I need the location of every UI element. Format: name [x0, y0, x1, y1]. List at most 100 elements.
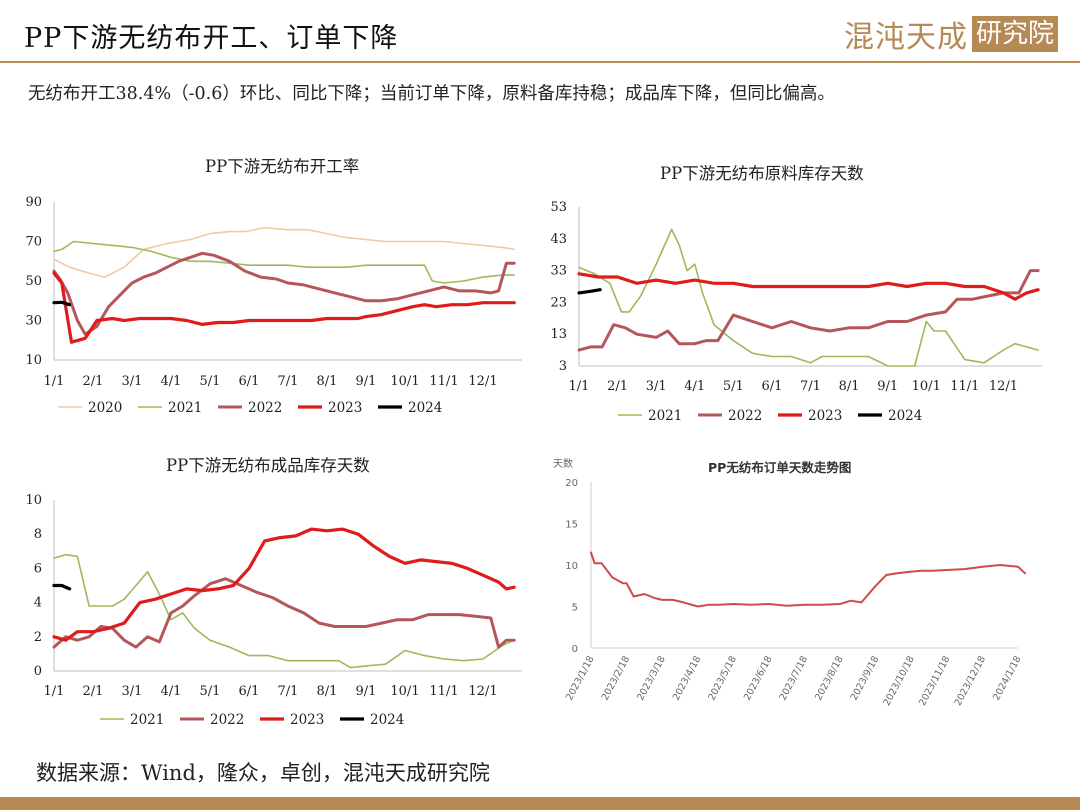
series-line-2024 [52, 300, 72, 307]
x-tick-label: 1/1 [44, 684, 65, 699]
x-tick-label: 7/1 [278, 374, 299, 389]
data-source-note: 数据来源：Wind，隆众，卓创，混沌天成研究院 [36, 761, 490, 785]
y-tick-label: 23 [550, 295, 567, 310]
series-line-2022 [577, 269, 1040, 352]
y-tick-label: 13 [550, 327, 567, 342]
chart-title: PP无纺布订单天数走势图 [708, 460, 851, 475]
y-tick-label: 0 [572, 644, 578, 655]
legend-label-2022: 2022 [210, 712, 244, 728]
y-tick-label: 2 [34, 630, 42, 645]
x-tick-label: 3/1 [122, 684, 143, 699]
series-line-2023 [52, 527, 516, 642]
y-tick-label: 0 [34, 664, 42, 679]
x-tick-label: 3/1 [122, 374, 143, 389]
x-tick-label: 2023/3/18 [635, 654, 668, 702]
header-divider [0, 61, 1080, 63]
y-tick-label: 53 [550, 200, 567, 215]
y-tick-label: 50 [25, 274, 42, 289]
series-line-order-days [590, 551, 1027, 608]
series-line-2024 [577, 288, 602, 295]
x-tick-label: 2023/6/18 [742, 654, 775, 702]
x-tick-label: 5/1 [723, 379, 744, 394]
x-tick-label: 2/1 [83, 374, 104, 389]
chart-title: PP下游无纺布开工率 [205, 157, 359, 176]
y-tick-label: 5 [572, 603, 578, 614]
x-tick-label: 10/1 [912, 379, 941, 394]
x-tick-label: 2/1 [83, 684, 104, 699]
x-tick-label: 1/1 [44, 374, 65, 389]
y-tick-label: 43 [550, 232, 567, 247]
y-tick-label: 90 [25, 195, 42, 210]
x-tick-label: 8/1 [317, 684, 338, 699]
x-tick-label: 2023/4/18 [671, 654, 704, 702]
logo-box-text: 研究院 [971, 16, 1058, 52]
x-tick-label: 4/1 [161, 684, 182, 699]
x-tick-label: 12/1 [989, 379, 1018, 394]
legend-label-2024: 2024 [408, 400, 442, 416]
x-tick-label: 5/1 [200, 684, 221, 699]
legend-label-2023: 2023 [290, 712, 324, 728]
x-tick-label: 11/1 [429, 374, 458, 389]
logo-script-text: 混沌天成 [843, 20, 968, 55]
legend-label-2021: 2021 [648, 408, 682, 424]
series-line-2021 [53, 240, 516, 284]
series-line-2023 [577, 272, 1040, 301]
x-tick-label: 2/1 [607, 379, 628, 394]
x-tick-label: 9/1 [877, 379, 898, 394]
legend-label-2021: 2021 [130, 712, 164, 728]
brand-logo: 混沌天成 研究院 [843, 14, 1058, 55]
y-tick-label: 10 [25, 353, 42, 368]
series-line-2023 [52, 271, 516, 344]
x-tick-label: 7/1 [800, 379, 821, 394]
legend-label-2020: 2020 [88, 400, 122, 416]
legend-label-2023: 2023 [808, 408, 842, 424]
series-line-2022 [52, 577, 516, 649]
x-tick-label: 8/1 [317, 374, 338, 389]
y-tick-label: 8 [34, 527, 42, 542]
chart-title: PP下游无纺布原料库存天数 [660, 164, 864, 183]
series-line-2022 [52, 251, 516, 336]
y-tick-label: 33 [550, 264, 567, 279]
x-tick-label: 10/1 [390, 684, 419, 699]
legend-label-2021: 2021 [168, 400, 202, 416]
x-tick-label: 6/1 [239, 374, 260, 389]
y-tick-label: 6 [34, 561, 42, 576]
x-tick-label: 2023/2/18 [600, 654, 633, 702]
x-tick-label: 5/1 [200, 374, 221, 389]
legend-label-2022: 2022 [728, 408, 762, 424]
chart-title: PP下游无纺布成品库存天数 [166, 456, 370, 475]
legend-label-2024: 2024 [370, 712, 404, 728]
x-tick-label: 2023/8/18 [813, 654, 846, 702]
y-axis-unit-label: 天数 [553, 457, 573, 470]
footer-bar [0, 797, 1080, 810]
x-tick-label: 4/1 [161, 374, 182, 389]
series-line-2020 [53, 226, 516, 278]
legend-label-2022: 2022 [248, 400, 282, 416]
x-tick-label: 2023/9/18 [849, 654, 882, 702]
x-tick-label: 10/1 [390, 374, 419, 389]
x-tick-label: 12/1 [468, 684, 497, 699]
x-tick-label: 2023/5/18 [706, 654, 739, 702]
x-tick-label: 2023/10/18 [881, 654, 916, 708]
y-tick-label: 10 [565, 561, 578, 572]
x-tick-label: 9/1 [356, 684, 377, 699]
x-tick-label: 7/1 [278, 684, 299, 699]
x-tick-label: 2023/7/18 [778, 654, 811, 702]
y-tick-label: 70 [25, 235, 42, 250]
x-tick-label: 2024/1/18 [991, 654, 1024, 702]
x-tick-label: 1/1 [569, 379, 590, 394]
y-tick-label: 4 [34, 596, 42, 611]
x-tick-label: 6/1 [239, 684, 260, 699]
series-line-2024 [52, 583, 72, 591]
x-tick-label: 3/1 [646, 379, 667, 394]
y-tick-label: 20 [565, 478, 578, 489]
x-tick-label: 2023/12/18 [953, 654, 988, 708]
x-tick-label: 4/1 [684, 379, 705, 394]
y-tick-label: 30 [25, 314, 42, 329]
y-tick-label: 3 [559, 359, 567, 374]
x-tick-label: 12/1 [468, 374, 497, 389]
